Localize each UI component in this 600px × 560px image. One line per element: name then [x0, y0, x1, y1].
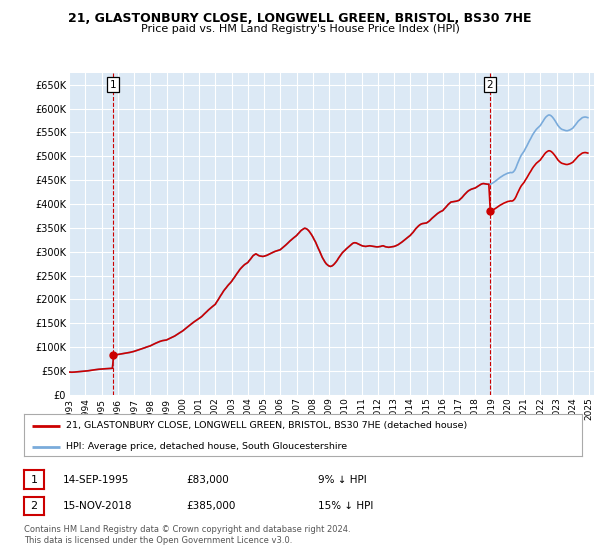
- Text: 15-NOV-2018: 15-NOV-2018: [63, 501, 133, 511]
- Text: HPI: Average price, detached house, South Gloucestershire: HPI: Average price, detached house, Sout…: [66, 442, 347, 451]
- Text: £385,000: £385,000: [186, 501, 235, 511]
- Text: Price paid vs. HM Land Registry's House Price Index (HPI): Price paid vs. HM Land Registry's House …: [140, 24, 460, 34]
- Text: 2: 2: [487, 80, 493, 90]
- Text: 1: 1: [31, 475, 37, 484]
- Text: 14-SEP-1995: 14-SEP-1995: [63, 475, 130, 484]
- Text: 9% ↓ HPI: 9% ↓ HPI: [318, 475, 367, 484]
- Text: 21, GLASTONBURY CLOSE, LONGWELL GREEN, BRISTOL, BS30 7HE: 21, GLASTONBURY CLOSE, LONGWELL GREEN, B…: [68, 12, 532, 25]
- Text: 2: 2: [31, 501, 37, 511]
- Text: £83,000: £83,000: [186, 475, 229, 484]
- Text: 21, GLASTONBURY CLOSE, LONGWELL GREEN, BRISTOL, BS30 7HE (detached house): 21, GLASTONBURY CLOSE, LONGWELL GREEN, B…: [66, 421, 467, 430]
- Text: 1: 1: [110, 80, 116, 90]
- Text: 15% ↓ HPI: 15% ↓ HPI: [318, 501, 373, 511]
- Text: Contains HM Land Registry data © Crown copyright and database right 2024.
This d: Contains HM Land Registry data © Crown c…: [24, 525, 350, 545]
